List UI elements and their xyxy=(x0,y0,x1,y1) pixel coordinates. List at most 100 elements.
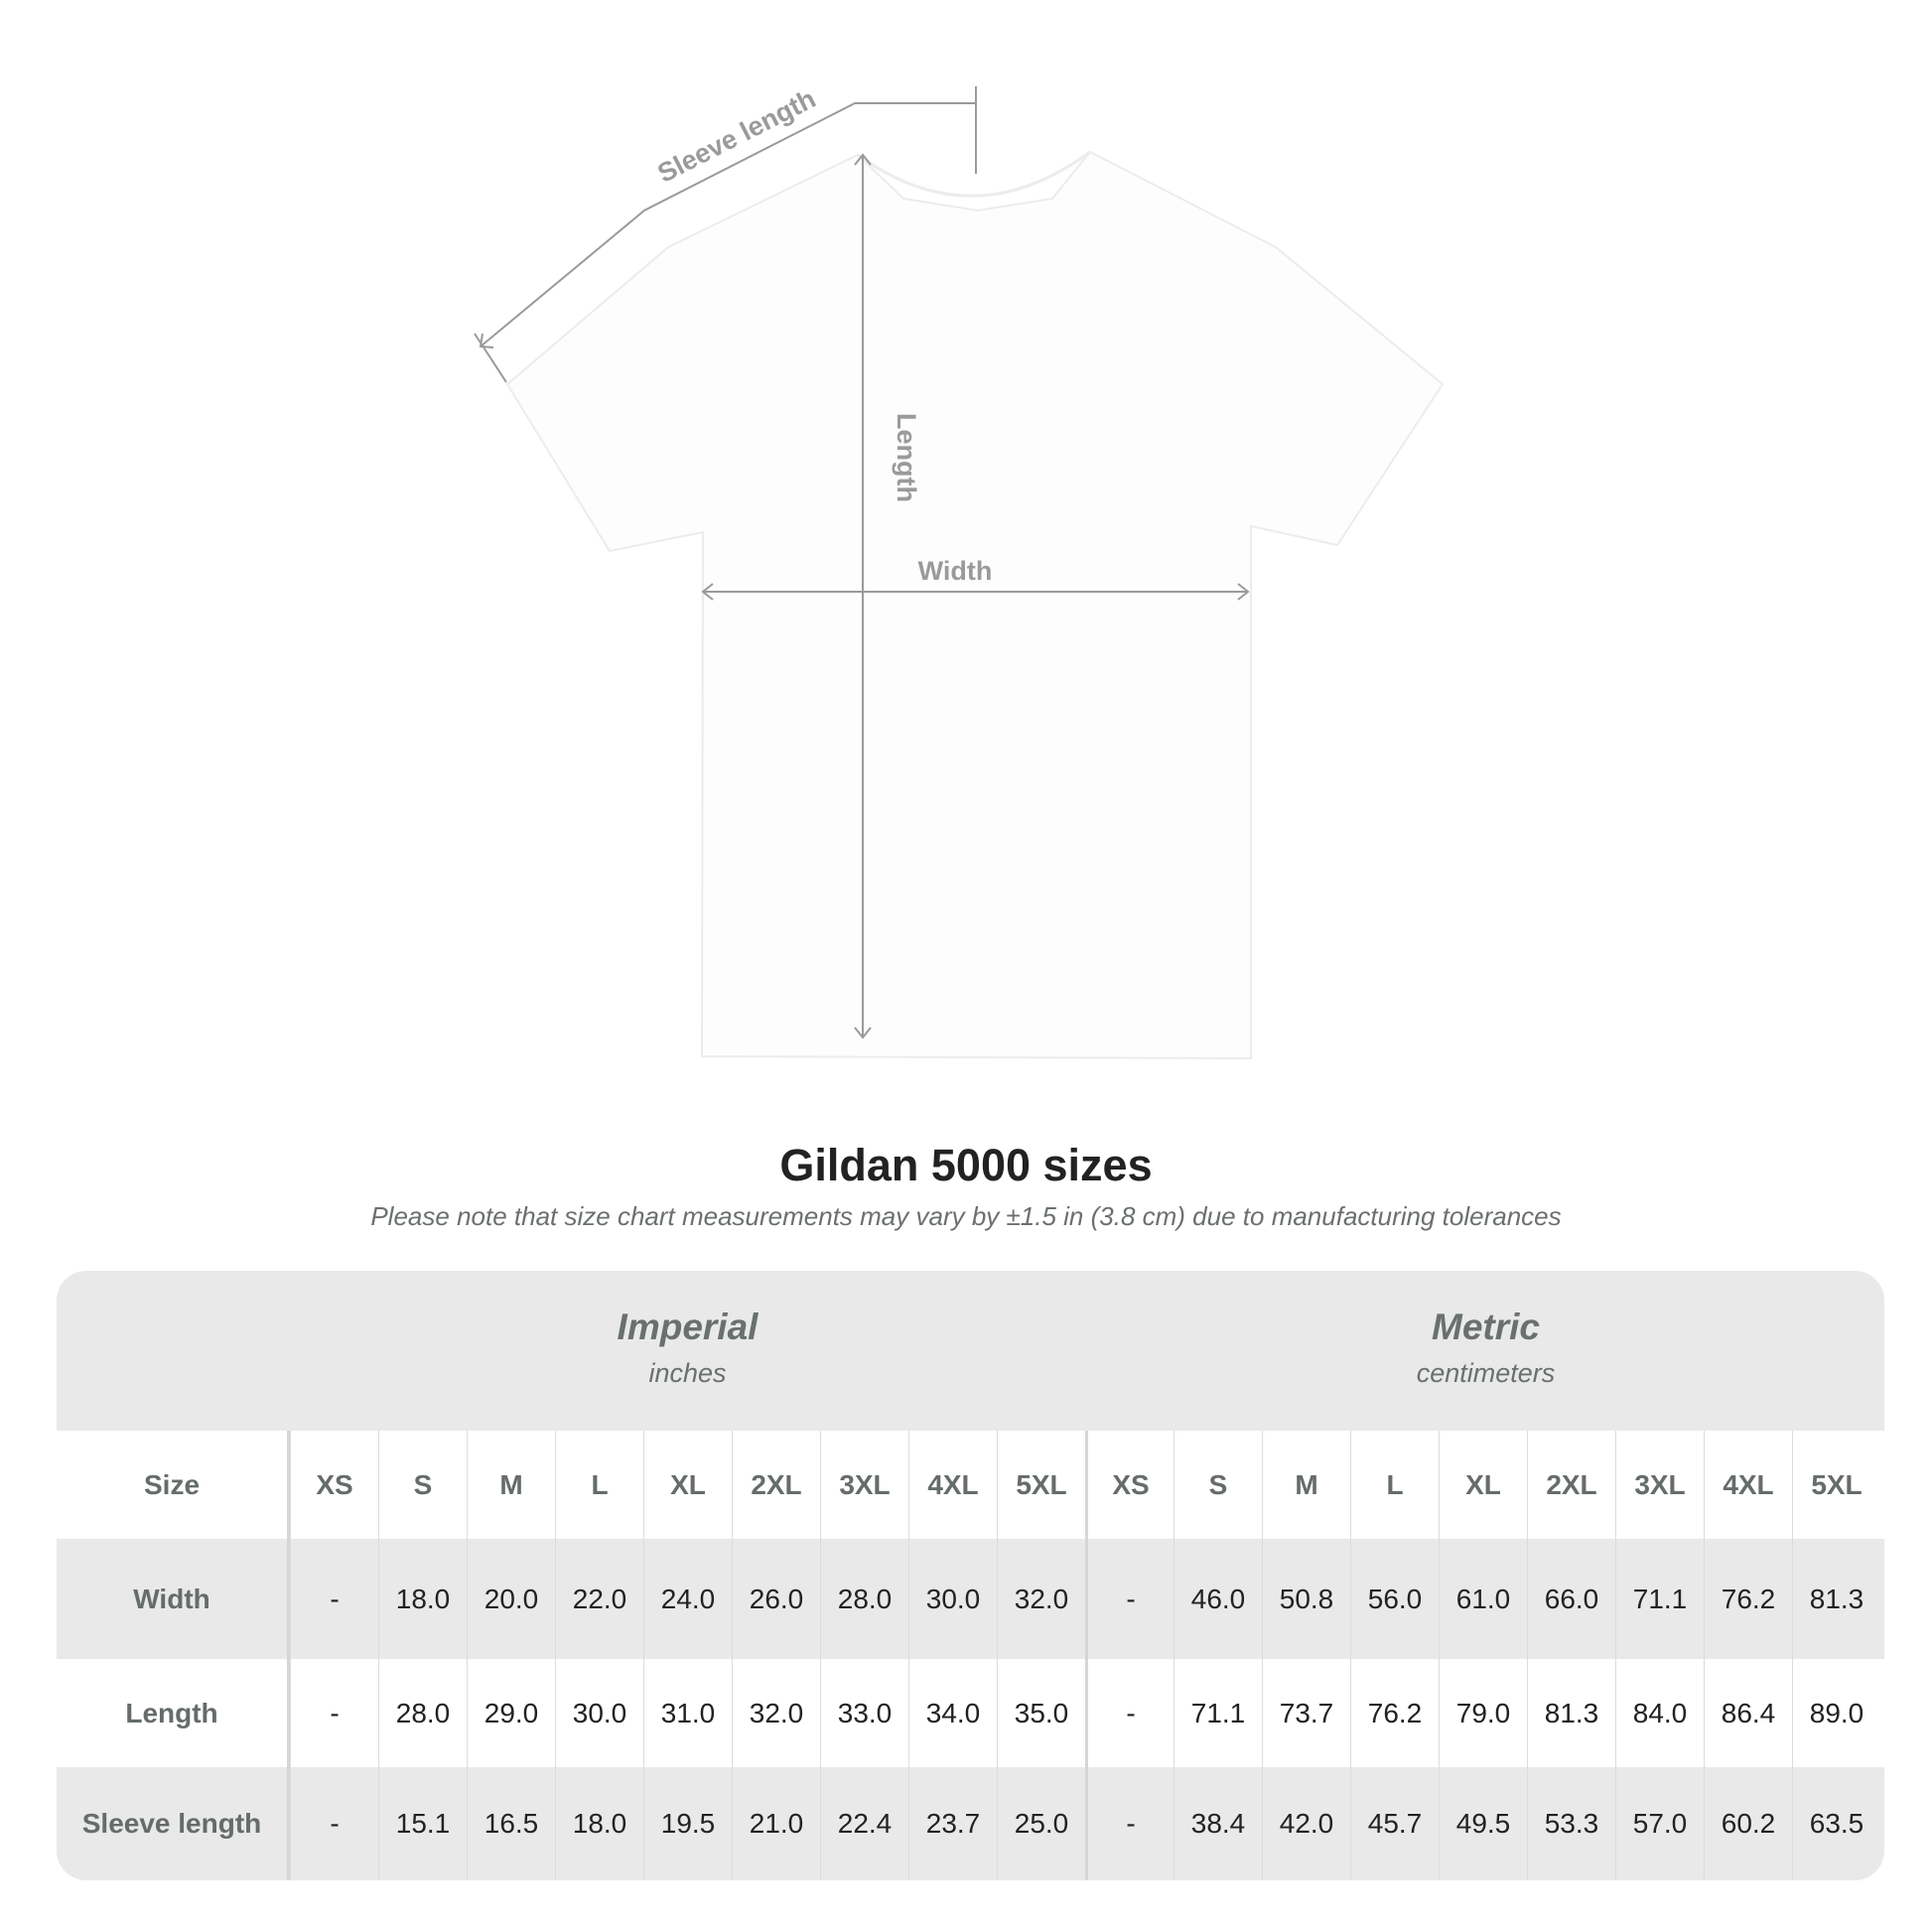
table-cell: - xyxy=(1085,1767,1173,1880)
table-cell: 31.0 xyxy=(643,1659,732,1767)
size-header-cell: M xyxy=(467,1431,555,1539)
table-cell: 73.7 xyxy=(1262,1659,1350,1767)
table-cell: 32.0 xyxy=(732,1659,820,1767)
tshirt-measurement-diagram: Sleeve length Length Width xyxy=(474,83,1445,1060)
size-header-cell: 3XL xyxy=(820,1431,908,1539)
table-cell: 81.3 xyxy=(1792,1539,1880,1659)
length-label: Length xyxy=(892,413,921,502)
table-cell: 42.0 xyxy=(1262,1767,1350,1880)
collar xyxy=(857,150,1091,198)
table-cell: 34.0 xyxy=(908,1659,997,1767)
chart-title: Gildan 5000 sizes xyxy=(779,1140,1153,1190)
size-header-cell: XS xyxy=(290,1431,378,1539)
table-cell: 33.0 xyxy=(820,1659,908,1767)
row-label: Size xyxy=(57,1431,290,1539)
table-cell: 26.0 xyxy=(732,1539,820,1659)
table-cell: 71.1 xyxy=(1173,1659,1262,1767)
size-header-cell: 4XL xyxy=(908,1431,997,1539)
size-header-cell: 5XL xyxy=(1792,1431,1880,1539)
table-cell: 66.0 xyxy=(1527,1539,1615,1659)
table-cell: 81.3 xyxy=(1527,1659,1615,1767)
width-label: Width xyxy=(918,556,993,586)
table-cell: 71.1 xyxy=(1615,1539,1704,1659)
table-cell: 18.0 xyxy=(378,1539,467,1659)
width-arrow-left xyxy=(701,583,714,601)
table-cell: 38.4 xyxy=(1173,1767,1262,1880)
table-cell: 53.3 xyxy=(1527,1767,1615,1880)
table-row: Width -18.0 20.0 22.0 24.0 26.0 28.0 30.0 32.0-4… xyxy=(57,1539,1884,1659)
sleeve-arrowhead xyxy=(479,333,494,348)
table-cell: 76.2 xyxy=(1704,1539,1792,1659)
imperial-title: Imperial xyxy=(617,1307,759,1347)
table-cell: 79.0 xyxy=(1439,1659,1527,1767)
table-cell: 63.5 xyxy=(1792,1767,1880,1880)
table-cell: - xyxy=(290,1539,378,1659)
length-arrow-top xyxy=(854,153,872,166)
table-cell: 60.2 xyxy=(1704,1767,1792,1880)
table-cell: 15.1 xyxy=(378,1767,467,1880)
table-cell: - xyxy=(290,1659,378,1767)
table-cell: 61.0 xyxy=(1439,1539,1527,1659)
metric-header: Metric centimeters xyxy=(1087,1271,1884,1431)
size-header-cell: XS xyxy=(1085,1431,1173,1539)
row-label: Sleeve length xyxy=(57,1767,290,1880)
row-label: Length xyxy=(57,1659,290,1767)
tolerance-note: Please note that size chart measurements… xyxy=(370,1201,1562,1231)
table-cell: 24.0 xyxy=(643,1539,732,1659)
size-header-cell: L xyxy=(1350,1431,1439,1539)
table-cell: 30.0 xyxy=(908,1539,997,1659)
sleeve-measure-line xyxy=(480,102,976,347)
size-header-cell: L xyxy=(555,1431,643,1539)
table-cell: 18.0 xyxy=(555,1767,643,1880)
size-header-cell: S xyxy=(1173,1431,1262,1539)
metric-title: Metric xyxy=(1432,1307,1540,1347)
table-cell: 28.0 xyxy=(820,1539,908,1659)
metric-unit: centimeters xyxy=(1416,1358,1556,1388)
sleeve-length-label: Sleeve length xyxy=(653,83,821,189)
table-cell: 29.0 xyxy=(467,1659,555,1767)
sleeve-measure-tick-left xyxy=(474,333,507,383)
table-cell: 50.8 xyxy=(1262,1539,1350,1659)
table-cell: 23.7 xyxy=(908,1767,997,1880)
length-arrow-bottom xyxy=(854,1027,872,1039)
table-cell: 28.0 xyxy=(378,1659,467,1767)
table-cell: 30.0 xyxy=(555,1659,643,1767)
table-cell: - xyxy=(290,1767,378,1880)
size-header-cell: 5XL xyxy=(997,1431,1085,1539)
table-cell: 89.0 xyxy=(1792,1659,1880,1767)
table-cell: 22.0 xyxy=(555,1539,643,1659)
table-cell: 22.4 xyxy=(820,1767,908,1880)
table-cell: 32.0 xyxy=(997,1539,1085,1659)
table-cell: 35.0 xyxy=(997,1659,1085,1767)
imperial-unit: inches xyxy=(648,1358,727,1388)
tshirt-shape xyxy=(505,150,1445,1060)
table-row: Length -28.0 29.0 30.0 31.0 32.0 33.0 34.0 35.0-… xyxy=(57,1659,1884,1767)
row-label: Width xyxy=(57,1539,290,1659)
table-cell: 20.0 xyxy=(467,1539,555,1659)
table-cell: 21.0 xyxy=(732,1767,820,1880)
size-header-cell: 3XL xyxy=(1615,1431,1704,1539)
table-cell: 49.5 xyxy=(1439,1767,1527,1880)
width-arrow-right xyxy=(1237,583,1250,601)
size-header-cell: 2XL xyxy=(1527,1431,1615,1539)
table-cell: 25.0 xyxy=(997,1767,1085,1880)
size-header-cell: M xyxy=(1262,1431,1350,1539)
size-header-cell: XL xyxy=(1439,1431,1527,1539)
table-cell: 56.0 xyxy=(1350,1539,1439,1659)
size-header-cell: S xyxy=(378,1431,467,1539)
table-cell: 76.2 xyxy=(1350,1659,1439,1767)
table-cell: - xyxy=(1085,1659,1173,1767)
imperial-header: Imperial inches xyxy=(290,1271,1085,1431)
table-row: Sleeve length -15.1 16.5 18.0 19.5 21.0 22.4 23… xyxy=(57,1767,1884,1880)
table-cell: 86.4 xyxy=(1704,1659,1792,1767)
size-header-cell: XL xyxy=(643,1431,732,1539)
table-cell: 57.0 xyxy=(1615,1767,1704,1880)
table-cell: - xyxy=(1085,1539,1173,1659)
size-header-row: Size XS S M L XL 2XL 3XL 4XL 5XL XS S M L XL 2XL 3XL 4XL 5… xyxy=(57,1431,1884,1539)
size-header-cell: 2XL xyxy=(732,1431,820,1539)
size-table: Imperial inches Metric centimeters Size X… xyxy=(57,1271,1884,1880)
table-cell: 19.5 xyxy=(643,1767,732,1880)
table-cell: 84.0 xyxy=(1615,1659,1704,1767)
size-header-cell: 4XL xyxy=(1704,1431,1792,1539)
table-cell: 45.7 xyxy=(1350,1767,1439,1880)
